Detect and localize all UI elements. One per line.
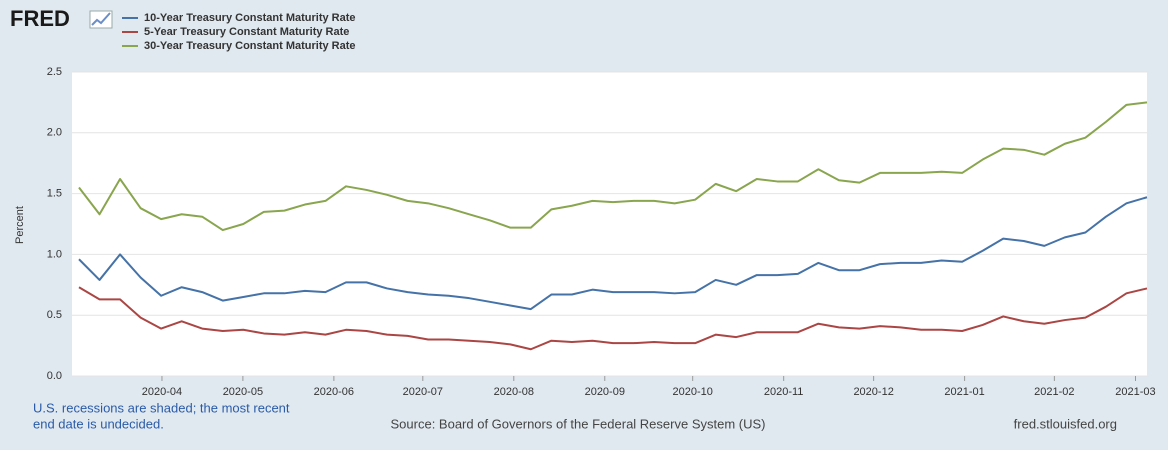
line-series	[78, 286, 1148, 351]
y-tick-label: 0.0	[47, 370, 62, 382]
note: end date is undecided.	[33, 416, 164, 431]
x-tick-label: 2020-05	[223, 386, 263, 398]
note: U.S. recessions are shaded; the most rec…	[33, 400, 290, 415]
x-tick-label: 2021-02	[1034, 386, 1074, 398]
x-tick-label: 2021-01	[944, 386, 984, 398]
x-tick-label: 2020-12	[853, 386, 893, 398]
y-axis-label: Percent	[14, 206, 26, 244]
y-tick-label: 2.0	[47, 127, 62, 139]
x-tick-label: 2020-04	[142, 386, 182, 398]
legend-label: 30-Year Treasury Constant Maturity Rate	[144, 40, 356, 52]
x-tick-label: 2020-07	[403, 386, 443, 398]
y-tick-label: 2.5	[47, 66, 62, 78]
x-tick-label: 2020-10	[672, 386, 712, 398]
x-tick-label: 2020-09	[585, 386, 625, 398]
x-tick-label: 2020-06	[314, 386, 354, 398]
y-tick-label: 1.0	[47, 248, 62, 260]
legend-label: 5-Year Treasury Constant Maturity Rate	[144, 26, 349, 38]
source: Source: Board of Governors of the Federa…	[391, 416, 766, 431]
plot-area	[72, 72, 1147, 376]
site: fred.stlouisfed.org	[1014, 416, 1117, 431]
y-tick-label: 0.5	[47, 309, 62, 321]
legend-label: 10-Year Treasury Constant Maturity Rate	[144, 12, 356, 24]
line-series	[78, 196, 1148, 311]
x-tick-label: 2020-11	[764, 386, 804, 398]
line-series	[78, 101, 1148, 232]
logo: FRED	[10, 6, 70, 31]
x-tick-label: 2021-03	[1115, 386, 1155, 398]
logo-icon	[89, 10, 113, 29]
y-tick-label: 1.5	[47, 188, 62, 200]
x-tick-label: 2020-08	[494, 386, 534, 398]
